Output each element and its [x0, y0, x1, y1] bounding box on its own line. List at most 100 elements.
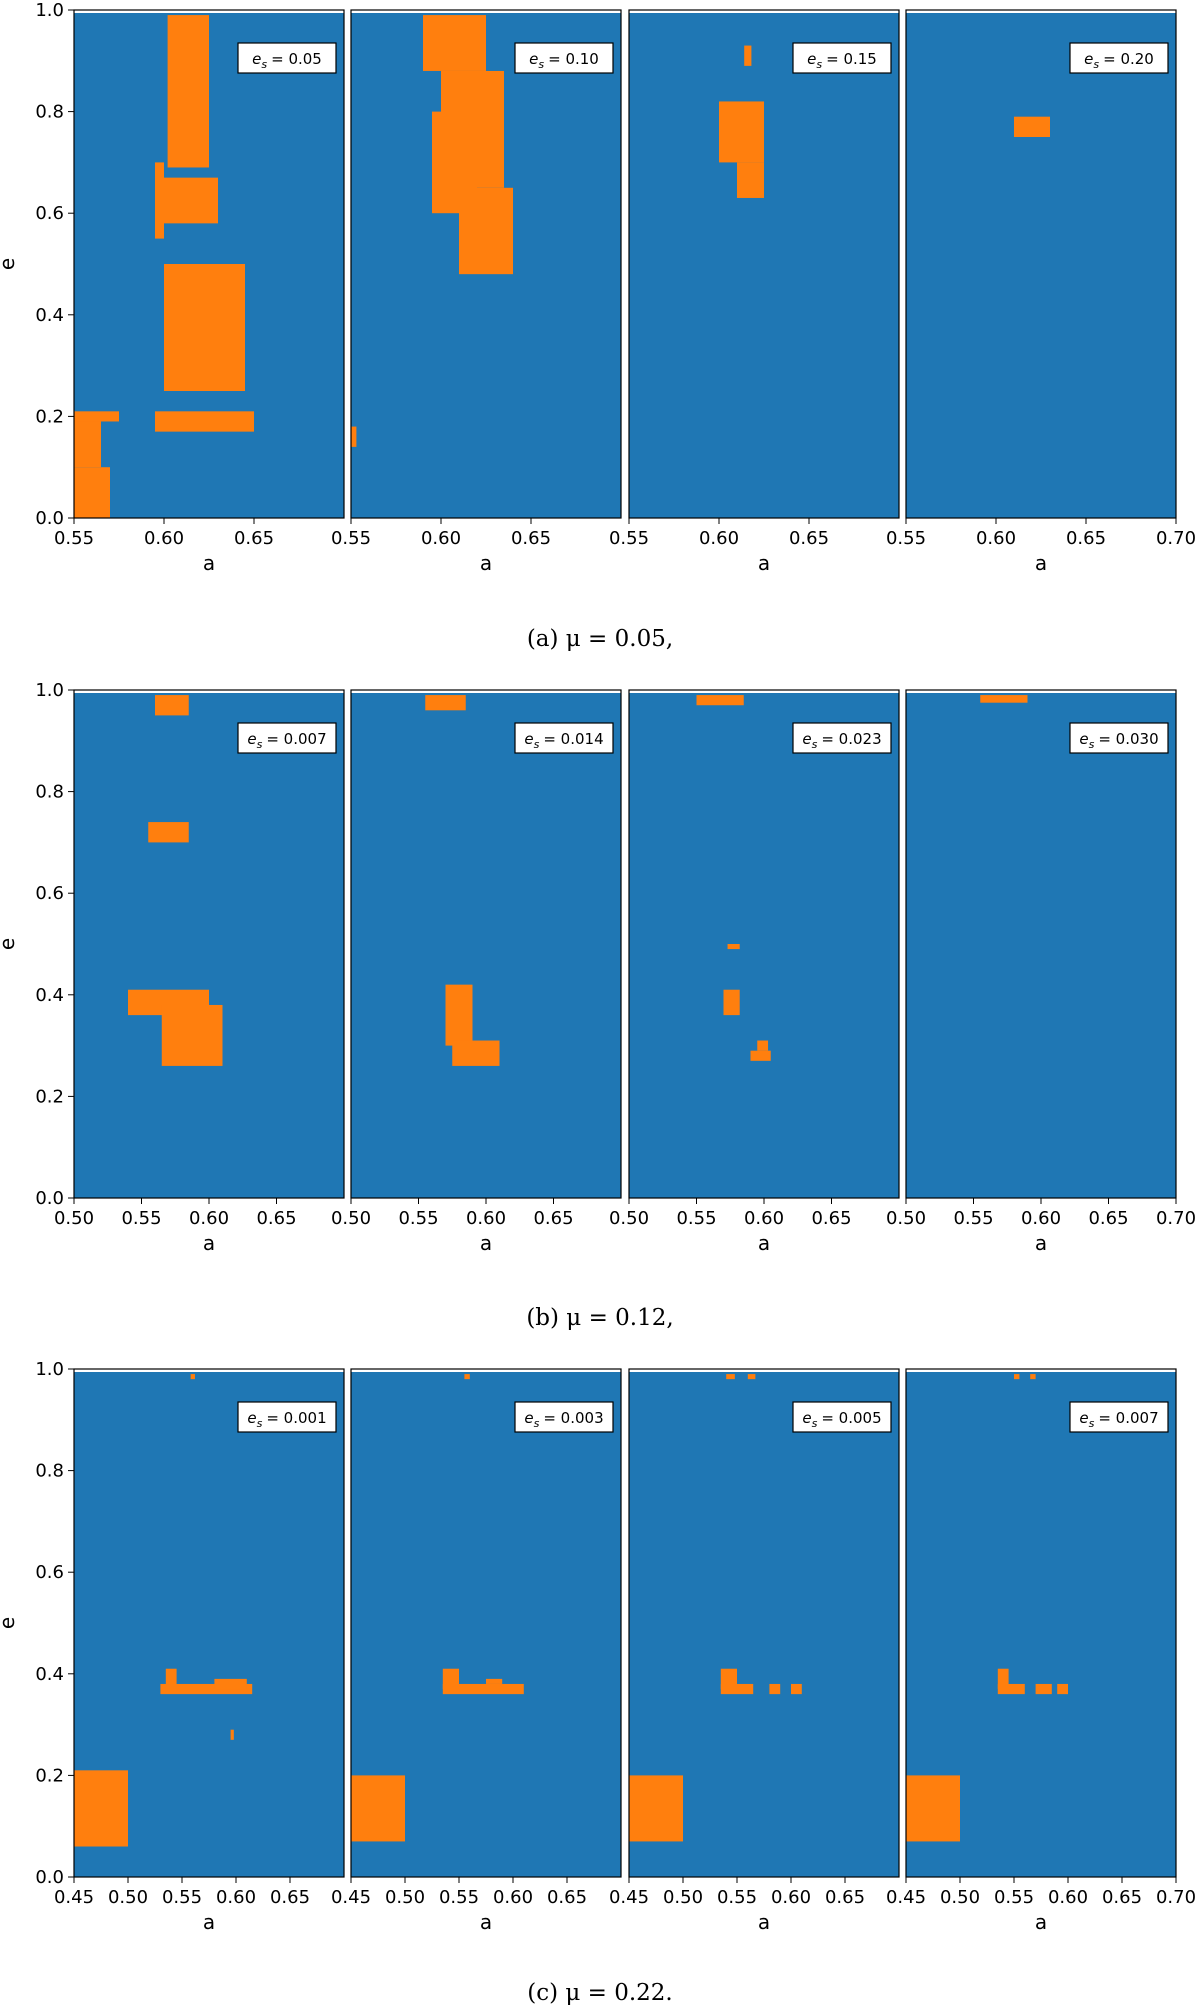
- heatmap-top-strip: [74, 1369, 344, 1372]
- y-tick-label: 0.0: [35, 1188, 64, 1209]
- legend-subscript: s: [816, 58, 822, 71]
- panel-2-4: es = 0.030 0.50 0.55 0.60 0.65 0.70 a: [886, 689, 1196, 1255]
- legend-value: = 0.003: [543, 1409, 603, 1427]
- stable-region: [423, 15, 486, 71]
- legend-value: = 0.20: [1103, 50, 1154, 68]
- panel-3-3: es = 0.005 0.45 0.50 0.55 0.60 0.65 a: [609, 1368, 900, 1934]
- legend-subscript: s: [257, 738, 263, 751]
- stable-region: [160, 1683, 253, 1695]
- x-tick-label: 0.65: [789, 528, 829, 549]
- panel-3-2: es = 0.003 0.45 0.50 0.55 0.60 0.65 a: [331, 1368, 622, 1934]
- stable-region: [442, 1683, 524, 1695]
- panel-2-2: es = 0.014 0.50 0.55 0.60 0.65 a: [331, 689, 622, 1255]
- stable-region: [997, 1668, 1009, 1690]
- heatmap-top-strip: [351, 1369, 621, 1372]
- x-axis-label: a: [758, 1910, 770, 1934]
- panel-frame: [350, 1368, 622, 1878]
- panel-3-4: es = 0.007 0.45 0.50 0.55 0.60 0.65 0.70 a: [886, 1368, 1196, 1934]
- legend-label: es = 0.023: [802, 730, 881, 751]
- legend-subscript: s: [534, 1417, 540, 1430]
- x-axis-label: a: [203, 551, 215, 575]
- heatmap-top-strip: [74, 690, 344, 693]
- stable-region: [164, 264, 245, 391]
- heatmap-top-strip: [629, 690, 899, 693]
- panel-frame: [73, 1368, 345, 1878]
- x-tick-label: 0.60: [1048, 1887, 1088, 1908]
- legend-var: e: [1079, 730, 1088, 748]
- x-tick-label: 0.55: [398, 1208, 438, 1229]
- y-axis-label: e: [0, 1617, 19, 1629]
- legend-label: es = 0.007: [247, 730, 326, 751]
- legend-subscript: s: [1089, 738, 1095, 751]
- x-tick-label: 0.55: [162, 1887, 202, 1908]
- legend-var: e: [1084, 50, 1093, 68]
- legend-value: = 0.030: [1098, 730, 1158, 748]
- x-tick-label: 0.60: [421, 528, 461, 549]
- panel-frame: [905, 1368, 1177, 1878]
- legend-var: e: [802, 1409, 811, 1427]
- stable-region: [148, 822, 189, 843]
- legend-subscript: s: [1089, 1417, 1095, 1430]
- stable-region: [74, 467, 110, 518]
- x-tick-label: 0.65: [811, 1208, 851, 1229]
- figure-row-1: es = 0.050.55 0.60 0.65a0.00.20.40.60.81.0e…: [0, 0, 1196, 652]
- stable-region: [452, 1040, 500, 1066]
- heatmap-top-strip: [351, 690, 621, 693]
- row-caption: (b) μ = 0.12,: [526, 1305, 673, 1331]
- stable-region: [155, 695, 189, 716]
- x-axis-label: a: [203, 1910, 215, 1934]
- heatmap-background: [906, 10, 1176, 518]
- legend-box: [792, 42, 892, 74]
- x-tick-label: 0.65: [547, 1887, 587, 1908]
- x-tick-label: 0.50: [385, 1887, 425, 1908]
- stable-region: [464, 1374, 470, 1380]
- stable-region: [459, 187, 513, 275]
- heatmap-top-strip: [629, 10, 899, 13]
- panel-frame: [905, 9, 1177, 519]
- x-tick-label: 0.60: [144, 528, 184, 549]
- stable-region: [425, 695, 466, 711]
- stable-region: [486, 1678, 503, 1684]
- x-tick-label: 0.70: [1156, 1887, 1196, 1908]
- heatmap-background: [629, 10, 899, 518]
- x-axis-label: a: [1035, 1231, 1047, 1255]
- x-tick-label: 0.45: [54, 1887, 94, 1908]
- x-tick-label: 0.65: [270, 1887, 310, 1908]
- stable-region: [980, 695, 1028, 703]
- legend-box: [237, 42, 337, 74]
- y-tick-label: 1.0: [35, 1359, 64, 1380]
- legend-label: es = 0.20: [1084, 50, 1154, 71]
- legend-subscript: s: [812, 738, 818, 751]
- x-tick-label: 0.50: [331, 1208, 371, 1229]
- stable-region: [791, 1683, 802, 1695]
- heatmap-top-strip: [906, 1369, 1176, 1372]
- stable-region: [1057, 1683, 1068, 1695]
- legend-value: = 0.001: [266, 1409, 326, 1427]
- legend-var: e: [524, 730, 533, 748]
- x-tick-label: 0.55: [676, 1208, 716, 1229]
- legend-value: = 0.007: [266, 730, 326, 748]
- x-tick-label: 0.65: [1088, 1208, 1128, 1229]
- y-tick-label: 0.0: [35, 1867, 64, 1888]
- panel-frame: [628, 1368, 900, 1878]
- legend-value: = 0.007: [1098, 1409, 1158, 1427]
- x-tick-label: 0.70: [1156, 1208, 1196, 1229]
- x-tick-label: 0.55: [331, 528, 371, 549]
- legend-subscript: s: [261, 58, 267, 71]
- x-tick-label: 0.55: [953, 1208, 993, 1229]
- legend-box: [514, 722, 614, 754]
- x-tick-label: 0.60: [699, 528, 739, 549]
- legend-value: = 0.05: [271, 50, 322, 68]
- legend-box: [1069, 42, 1169, 74]
- stable-region: [1035, 1683, 1052, 1695]
- legend-box: [514, 1401, 614, 1433]
- stable-region: [164, 177, 218, 224]
- stable-region: [161, 1004, 223, 1066]
- stable-region: [727, 944, 740, 950]
- stable-region: [190, 1374, 195, 1380]
